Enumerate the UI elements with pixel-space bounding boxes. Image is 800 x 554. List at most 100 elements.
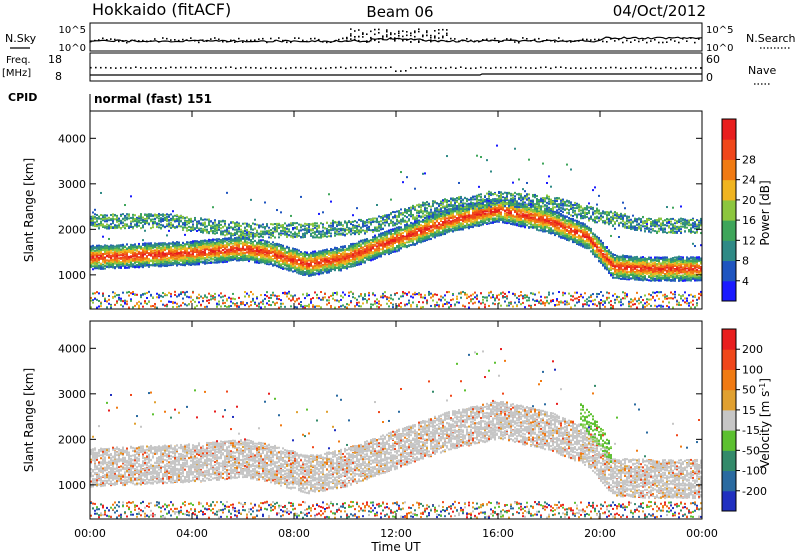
- scatter-cell: [320, 222, 322, 224]
- scatter-cell: [198, 246, 200, 248]
- scatter-cell: [266, 241, 268, 243]
- scatter-cell: [224, 234, 226, 236]
- scatter-cell: [266, 302, 268, 304]
- scatter-cell: [180, 254, 182, 256]
- scatter-cell: [320, 231, 322, 233]
- scatter-cell: [124, 249, 126, 251]
- scatter-cell: [124, 245, 126, 247]
- scatter-cell: [160, 244, 162, 246]
- scatter-cell: [136, 218, 138, 220]
- nave-dot: [605, 67, 607, 69]
- scatter-cell: [148, 248, 150, 250]
- nsearch-dot: [110, 38, 112, 40]
- scatter-cell: [298, 259, 300, 261]
- scatter-cell: [198, 222, 200, 224]
- scatter-cell: [220, 296, 222, 298]
- scatter-cell: [144, 214, 146, 216]
- scatter-cell: [238, 257, 240, 259]
- scatter-cell: [314, 265, 316, 267]
- nave-dot: [190, 67, 192, 69]
- scatter-cell: [236, 223, 238, 225]
- scatter-cell: [276, 230, 278, 232]
- nsearch-dot: [558, 37, 560, 39]
- nsearch-dot: [690, 37, 692, 39]
- scatter-cell: [322, 267, 324, 269]
- scatter-cell: [146, 255, 148, 257]
- scatter-cell: [310, 229, 312, 231]
- scatter-cell: [222, 252, 224, 254]
- scatter-cell: [284, 264, 286, 266]
- nsearch-dot: [338, 39, 340, 41]
- scatter-cell: [292, 227, 294, 229]
- scatter-cell: [318, 305, 320, 307]
- scatter-cell: [178, 255, 180, 257]
- nsearch-dot: [446, 29, 448, 31]
- scatter-cell: [308, 229, 310, 231]
- scatter-cell: [158, 265, 160, 267]
- scatter-cell: [192, 291, 194, 293]
- nsearch-dot: [142, 40, 144, 42]
- scatter-cell: [180, 215, 182, 217]
- scatter-cell: [118, 220, 120, 222]
- nave-dot: [495, 67, 497, 69]
- nsearch-dot: [410, 41, 412, 43]
- scatter-cell: [162, 224, 164, 226]
- nsearch-dot: [598, 39, 600, 41]
- scatter-cell: [114, 295, 116, 297]
- scatter-cell: [292, 260, 294, 262]
- scatter-cell: [228, 260, 230, 262]
- scatter-cell: [224, 220, 226, 222]
- scatter-cell: [168, 224, 170, 226]
- scatter-cell: [114, 226, 116, 228]
- scatter-cell: [220, 224, 222, 226]
- scatter-cell: [108, 219, 110, 221]
- scatter-cell: [316, 297, 318, 299]
- nsearch-dot: [582, 39, 584, 41]
- scatter-cell: [144, 265, 146, 267]
- scatter-cell: [318, 265, 320, 267]
- scatter-cell: [122, 244, 124, 246]
- scatter-cell: [140, 294, 142, 296]
- scatter-cell: [276, 254, 278, 256]
- nave-dot: [445, 68, 447, 70]
- scatter-cell: [242, 234, 244, 236]
- scatter-cell: [150, 213, 152, 215]
- scatter-cell: [316, 270, 318, 272]
- scatter-cell: [200, 242, 202, 244]
- scatter-cell: [256, 253, 258, 255]
- scatter-cell: [250, 254, 252, 256]
- scatter-cell: [140, 222, 142, 224]
- scatter-cell: [164, 254, 166, 256]
- scatter-cell: [274, 257, 276, 259]
- scatter-cell: [220, 257, 222, 259]
- scatter-cell: [320, 265, 322, 267]
- scatter-cell: [316, 260, 318, 262]
- scatter-cell: [212, 243, 214, 245]
- scatter-cell: [242, 243, 244, 245]
- scatter-cell: [232, 228, 234, 230]
- scatter-cell: [134, 305, 136, 307]
- scatter-cell: [168, 216, 170, 218]
- scatter-cell: [308, 304, 310, 306]
- scatter-cell: [188, 246, 190, 248]
- scatter-cell: [182, 257, 184, 259]
- scatter-cell: [106, 224, 108, 226]
- scatter-cell: [220, 230, 222, 232]
- scatter-cell: [170, 263, 172, 265]
- nave-dot: [490, 67, 492, 69]
- scatter-cell: [104, 227, 106, 229]
- nsearch-dot: [542, 41, 544, 43]
- nsearch-dot: [510, 38, 512, 40]
- scatter-cell: [270, 263, 272, 265]
- scatter-cell: [200, 304, 202, 306]
- scatter-cell: [192, 240, 194, 242]
- scatter-cell: [288, 224, 290, 226]
- scatter-cell: [296, 261, 298, 263]
- scatter-cell: [148, 264, 150, 266]
- scatter-cell: [280, 252, 282, 254]
- scatter-cell: [146, 297, 148, 299]
- scatter-cell: [188, 226, 190, 228]
- scatter-cell: [270, 304, 272, 306]
- scatter-cell: [258, 224, 260, 226]
- scatter-cell: [218, 220, 220, 222]
